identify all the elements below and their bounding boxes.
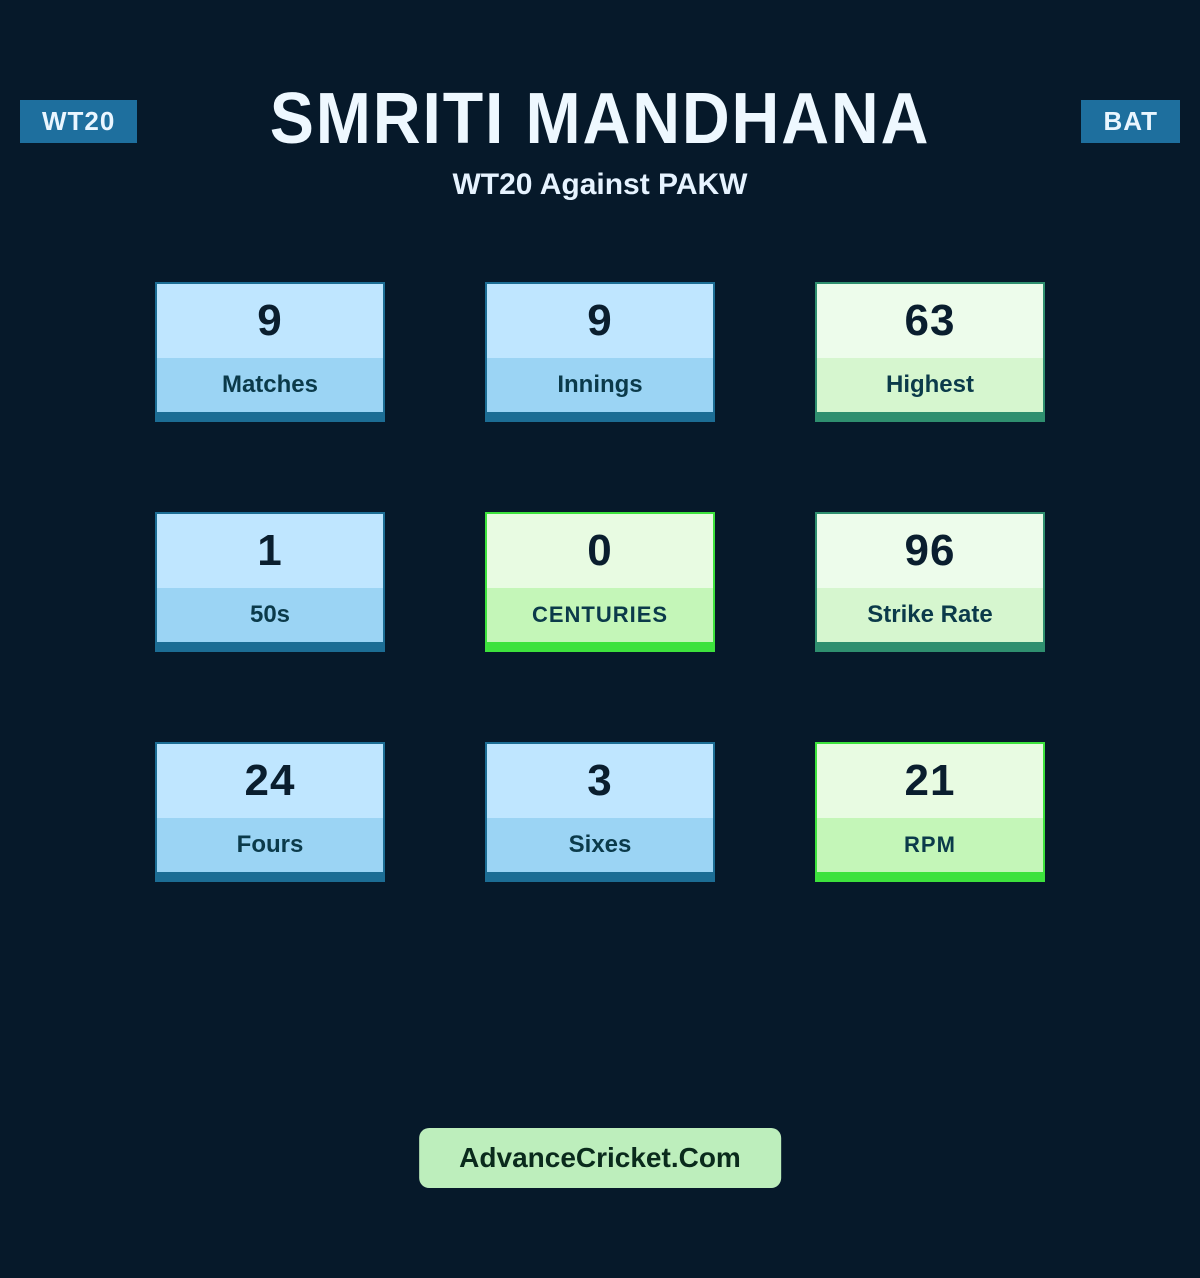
- stat-card: 63Highest: [815, 282, 1045, 422]
- stat-label: RPM: [817, 818, 1043, 872]
- stats-grid: 9Matches9Innings63Highest150s0CENTURIES9…: [150, 282, 1050, 882]
- stat-value: 9: [157, 284, 383, 358]
- stat-value: 3: [487, 744, 713, 818]
- stat-card: 150s: [155, 512, 385, 652]
- stat-label: Fours: [157, 818, 383, 872]
- stat-value: 24: [157, 744, 383, 818]
- stat-value: 0: [487, 514, 713, 588]
- subtitle: WT20 Against PAKW: [0, 168, 1200, 202]
- stat-label: Matches: [157, 358, 383, 412]
- stat-card: 3Sixes: [485, 742, 715, 882]
- stat-value: 63: [817, 284, 1043, 358]
- stat-card: 0CENTURIES: [485, 512, 715, 652]
- stat-card: 24Fours: [155, 742, 385, 882]
- stat-value: 1: [157, 514, 383, 588]
- stat-card: 9Matches: [155, 282, 385, 422]
- stat-label: CENTURIES: [487, 588, 713, 642]
- stat-label: Strike Rate: [817, 588, 1043, 642]
- stat-label: Sixes: [487, 818, 713, 872]
- player-name: SMRITI MANDHANA: [48, 78, 1152, 160]
- stat-value: 9: [487, 284, 713, 358]
- stat-value: 21: [817, 744, 1043, 818]
- footer-credit: AdvanceCricket.Com: [419, 1128, 781, 1188]
- stat-label: Highest: [817, 358, 1043, 412]
- stat-card: 96Strike Rate: [815, 512, 1045, 652]
- stat-card: 21RPM: [815, 742, 1045, 882]
- stat-label: Innings: [487, 358, 713, 412]
- stat-value: 96: [817, 514, 1043, 588]
- stat-card: 9Innings: [485, 282, 715, 422]
- stat-label: 50s: [157, 588, 383, 642]
